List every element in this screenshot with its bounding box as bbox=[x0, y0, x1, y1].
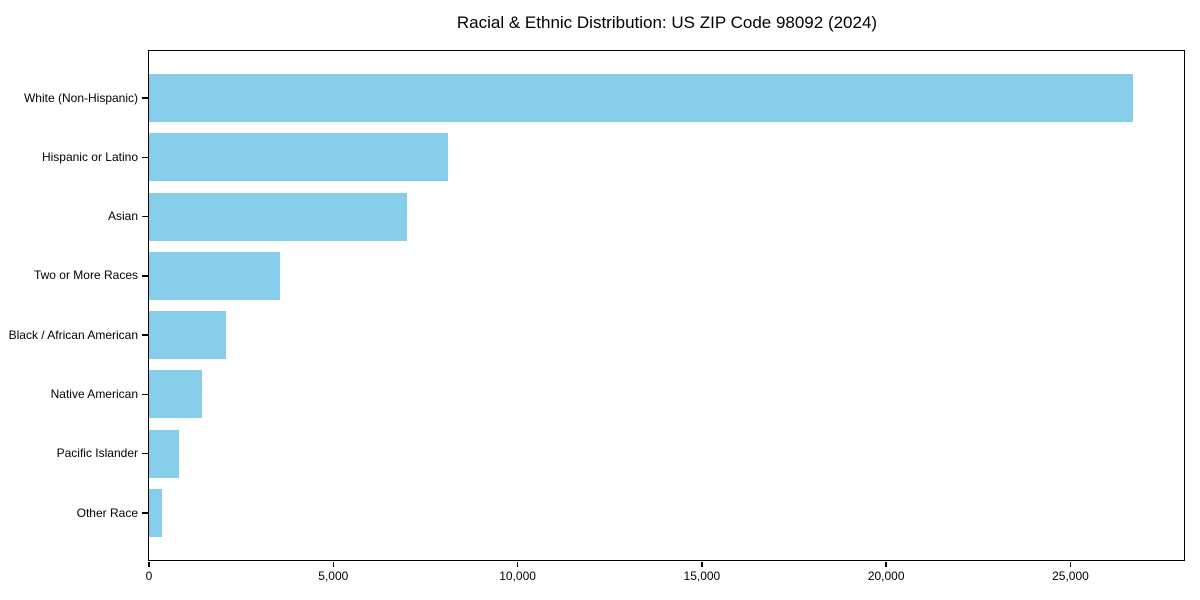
plot-area: White (Non-Hispanic) Hispanic or Latino As… bbox=[9, 50, 1185, 583]
x-tick-mark bbox=[148, 561, 150, 567]
y-tick-mark bbox=[142, 275, 148, 277]
x-tick-label: 15,000 bbox=[683, 569, 721, 583]
y-tick-label: Other Race bbox=[76, 505, 138, 520]
x-tick-mark bbox=[885, 561, 887, 567]
y-tick-label: Asian bbox=[107, 209, 138, 224]
y-tick-label: Two or More Races bbox=[33, 268, 138, 283]
x-tick-mark bbox=[516, 561, 519, 567]
x-tick-mark bbox=[1069, 561, 1072, 567]
bar bbox=[149, 370, 202, 419]
bar bbox=[149, 429, 179, 478]
y-tick-mark bbox=[142, 393, 148, 396]
y-tick-mark bbox=[142, 215, 148, 218]
y-tick-label: Black / African American bbox=[8, 327, 138, 342]
y-tick-label: White (Non-Hispanic) bbox=[23, 90, 138, 105]
x-tick-label: 25,000 bbox=[1052, 569, 1089, 583]
x-tick-mark bbox=[701, 561, 703, 567]
y-tick-label: Pacific Islander bbox=[56, 446, 138, 461]
bar bbox=[149, 74, 1134, 122]
x-tick-mark bbox=[332, 561, 335, 567]
bar bbox=[149, 192, 407, 241]
y-tick-mark bbox=[142, 452, 148, 455]
y-tick-mark bbox=[142, 512, 148, 514]
x-tick-label: 5,000 bbox=[318, 569, 349, 583]
bar bbox=[149, 251, 281, 300]
x-tick-label: 0 bbox=[145, 569, 153, 583]
x-tick-label: 20,000 bbox=[867, 569, 905, 583]
y-tick-mark bbox=[142, 156, 148, 159]
y-tick-mark bbox=[142, 334, 148, 336]
chart-title: Racial & Ethnic Distribution: US ZIP Cod… bbox=[456, 13, 878, 32]
y-tick-label: Hispanic or Latino bbox=[41, 149, 138, 164]
x-tick-label: 10,000 bbox=[499, 569, 536, 583]
bar bbox=[149, 311, 227, 360]
bar bbox=[149, 133, 448, 182]
bar bbox=[149, 489, 162, 537]
y-tick-label: Native American bbox=[50, 386, 138, 401]
y-tick-mark bbox=[142, 97, 148, 99]
